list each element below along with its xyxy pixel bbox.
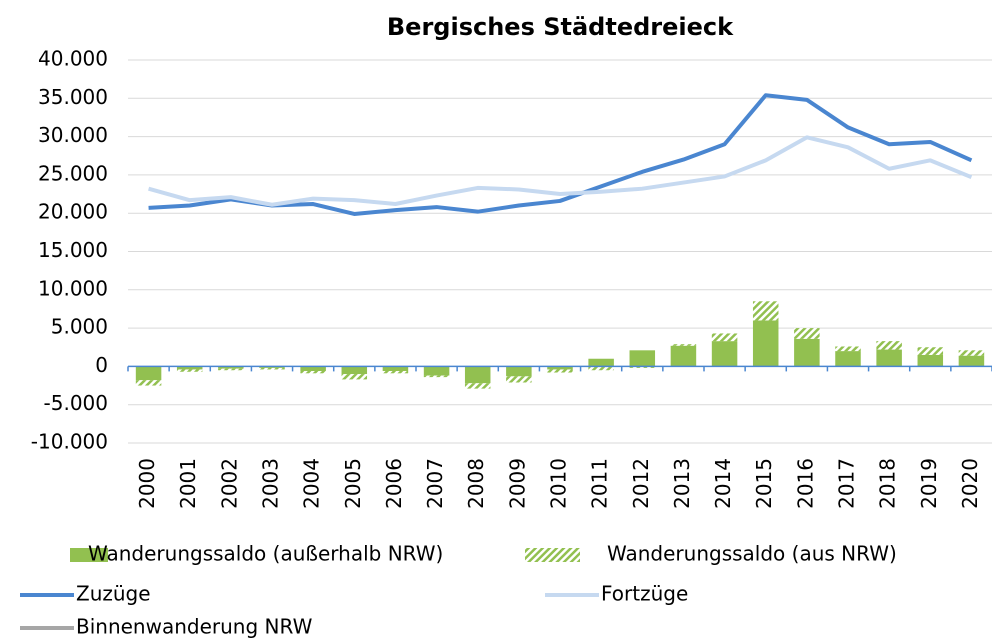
bar — [835, 351, 861, 367]
legend-item: Binnenwanderung NRW — [20, 615, 313, 639]
bar — [629, 350, 656, 367]
y-tick-label: 5.000 — [51, 315, 108, 339]
bar — [300, 370, 326, 374]
x-tick-label: 2017 — [835, 458, 859, 509]
bar — [794, 328, 820, 339]
x-tick-label: 2019 — [917, 458, 941, 509]
bar — [259, 367, 285, 370]
legend-label: Fortzüge — [601, 582, 688, 606]
bar — [752, 320, 779, 367]
bar — [300, 366, 326, 371]
y-tick-label: 30.000 — [38, 123, 108, 147]
bar — [670, 344, 697, 346]
x-tick-label: 2012 — [629, 458, 653, 509]
x-tick-label: 2008 — [464, 458, 488, 509]
bar — [711, 333, 738, 342]
legend-item: Zuzüge — [20, 582, 151, 606]
x-tick-label: 2010 — [547, 458, 571, 509]
y-tick-label: 0 — [95, 353, 108, 377]
x-tick-label: 2002 — [217, 458, 241, 509]
bar — [629, 366, 656, 368]
bar — [135, 366, 162, 381]
y-tick-label: 15.000 — [38, 238, 108, 262]
bar — [176, 366, 203, 370]
bar — [794, 338, 820, 367]
x-tick-label: 2018 — [876, 458, 900, 509]
y-tick-label: 20.000 — [38, 200, 108, 224]
x-tick-label: 2001 — [176, 458, 200, 509]
x-tick-label: 2005 — [341, 458, 365, 509]
bar — [423, 366, 450, 376]
x-tick-label: 2020 — [958, 458, 982, 509]
bar — [958, 350, 985, 356]
bar — [423, 375, 450, 378]
bar — [341, 374, 368, 380]
bar — [876, 349, 902, 367]
bar — [464, 383, 491, 389]
bar — [917, 347, 944, 355]
bar — [341, 366, 368, 375]
line — [148, 93, 973, 216]
bar — [752, 301, 779, 321]
bar — [382, 366, 409, 371]
bar — [218, 366, 244, 369]
x-tick-label: 2006 — [382, 458, 406, 509]
legend-label: Binnenwanderung NRW — [76, 615, 313, 639]
x-tick-label: 2011 — [588, 458, 612, 509]
x-tick-label: 2014 — [711, 458, 735, 509]
chart-title: Bergisches Städtedreieck — [387, 13, 734, 41]
bar — [176, 369, 203, 372]
bar — [588, 358, 614, 367]
legend-label: Wanderungssaldo (aus NRW) — [607, 542, 897, 566]
x-tick-label: 2000 — [135, 458, 159, 509]
bar — [835, 346, 861, 352]
y-tick-label: 35.000 — [38, 85, 108, 109]
legend-item: Wanderungssaldo (außerhalb NRW) — [70, 542, 443, 566]
bar — [464, 366, 491, 384]
x-tick-label: 2004 — [300, 458, 324, 509]
y-tick-label: 10.000 — [38, 276, 108, 300]
x-tick-label: 2007 — [423, 458, 447, 509]
bar — [958, 355, 985, 367]
bar — [218, 368, 244, 371]
y-tick-label: -5.000 — [44, 391, 108, 415]
y-tick-label: 25.000 — [38, 161, 108, 185]
bar — [547, 369, 573, 373]
bar — [547, 366, 573, 370]
bar — [506, 376, 532, 383]
legend-swatch — [525, 548, 580, 562]
bar — [259, 366, 285, 368]
y-tick-label: 40.000 — [38, 47, 108, 71]
bar — [670, 345, 697, 367]
line — [148, 135, 973, 207]
x-tick-label: 2016 — [793, 458, 817, 509]
legend-item: Wanderungssaldo (aus NRW) — [525, 542, 897, 566]
legend-swatch — [70, 548, 108, 562]
legend-label: Wanderungssaldo (außerhalb NRW) — [88, 542, 443, 566]
bar — [135, 380, 162, 386]
bar — [382, 370, 409, 374]
x-tick-label: 2009 — [505, 458, 529, 509]
x-tick-label: 2015 — [752, 458, 776, 509]
legend-label: Zuzüge — [76, 582, 151, 606]
bar — [588, 366, 614, 371]
bar — [876, 341, 902, 350]
legend-item: Fortzüge — [545, 582, 688, 606]
x-tick-label: 2013 — [670, 458, 694, 509]
bar — [711, 341, 738, 367]
bar — [917, 354, 944, 367]
y-tick-label: -10.000 — [31, 430, 108, 454]
x-tick-label: 2003 — [259, 458, 283, 509]
bar — [506, 366, 532, 377]
